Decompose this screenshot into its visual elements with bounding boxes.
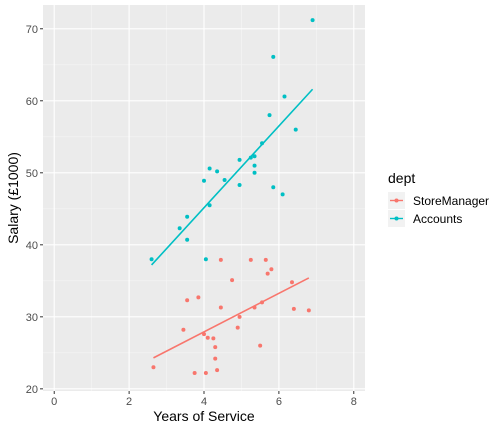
trend-lines [150, 88, 314, 359]
legend-key-point [394, 198, 399, 203]
data-point-accounts [185, 214, 190, 219]
data-point-accounts [207, 166, 212, 171]
data-point-storemanager [151, 365, 156, 370]
data-point-accounts [207, 203, 212, 208]
data-point-storemanager [291, 306, 296, 311]
data-point-storemanager [235, 325, 240, 330]
data-point-storemanager [269, 267, 274, 272]
data-point-storemanager [202, 332, 206, 337]
x-tick-label: 8 [351, 396, 357, 408]
legend-key-point [394, 216, 399, 221]
data-point-accounts [282, 94, 287, 99]
trend-line-accounts [150, 88, 314, 266]
data-point-accounts [185, 237, 190, 242]
x-axis-title: Years of Service [153, 408, 255, 424]
y-tick-label: 30 [26, 312, 38, 324]
data-point-storemanager [265, 271, 270, 276]
data-point-storemanager [230, 278, 235, 283]
data-point-storemanager [181, 327, 186, 332]
data-point-accounts [237, 157, 242, 162]
data-point-accounts [215, 169, 220, 174]
x-tick-label: 0 [51, 396, 57, 408]
data-point-accounts [177, 226, 182, 231]
data-point-storemanager [215, 368, 220, 373]
data-point-accounts [202, 178, 206, 183]
data-point-accounts [248, 155, 253, 160]
data-point-storemanager [205, 335, 210, 340]
data-point-accounts [237, 183, 242, 188]
data-point-storemanager [248, 257, 253, 262]
data-point-accounts [252, 154, 257, 159]
data-point-accounts [252, 163, 257, 168]
data-point-storemanager [196, 295, 201, 300]
data-point-accounts [222, 177, 227, 182]
data-point-storemanager [213, 356, 218, 361]
x-tick-label: 2 [126, 396, 132, 408]
legend-label-storemanager: StoreManager [413, 194, 489, 208]
data-point-storemanager [263, 257, 268, 262]
y-axis-ticks: 20 30 40 50 60 70 [26, 24, 43, 396]
trend-line-storemanager [153, 277, 310, 359]
data-point-storemanager [218, 305, 223, 310]
data-point-accounts [280, 192, 285, 197]
data-points [149, 18, 315, 375]
legend: dept StoreManager Accounts [388, 170, 489, 227]
data-point-accounts [252, 170, 257, 175]
data-point-accounts [260, 141, 265, 146]
data-point-accounts [149, 257, 154, 262]
legend-key-storemanager: StoreManager [388, 192, 489, 209]
legend-key-accounts: Accounts [388, 210, 462, 227]
data-point-accounts [267, 113, 272, 118]
data-point-accounts [293, 127, 298, 132]
data-point-storemanager [218, 257, 223, 262]
x-tick-label: 4 [201, 396, 207, 408]
data-point-storemanager [185, 298, 190, 303]
legend-label-accounts: Accounts [413, 212, 462, 226]
data-point-storemanager [306, 308, 311, 313]
x-axis-ticks: 0 2 4 6 8 [51, 391, 357, 408]
y-tick-label: 50 [26, 168, 38, 180]
data-point-storemanager [258, 343, 263, 348]
data-point-accounts [271, 54, 276, 59]
y-tick-label: 40 [26, 240, 38, 252]
y-axis-title: Salary (£1000) [5, 152, 21, 244]
data-point-accounts [310, 18, 315, 23]
data-point-storemanager [213, 345, 218, 350]
data-point-storemanager [260, 300, 265, 305]
data-point-storemanager [192, 370, 197, 375]
y-tick-label: 60 [26, 96, 38, 108]
data-point-storemanager [211, 336, 216, 341]
data-point-accounts [203, 257, 208, 262]
data-point-storemanager [252, 305, 257, 310]
data-point-accounts [271, 185, 276, 190]
data-point-storemanager [203, 370, 208, 375]
major-gridlines [43, 5, 365, 391]
y-tick-label: 20 [26, 384, 38, 396]
data-point-storemanager [237, 314, 242, 319]
data-point-storemanager [289, 280, 294, 285]
legend-title: dept [388, 170, 415, 186]
y-tick-label: 70 [26, 24, 38, 36]
x-tick-label: 6 [276, 396, 282, 408]
